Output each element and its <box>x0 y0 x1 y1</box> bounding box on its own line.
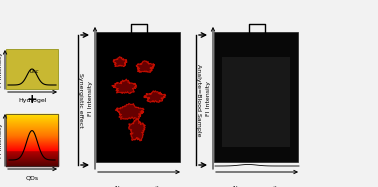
Text: FI Intensity: FI Intensity <box>0 122 3 157</box>
Text: FI Intensity: FI Intensity <box>88 80 93 116</box>
Bar <box>6 49 58 89</box>
Polygon shape <box>112 79 137 94</box>
Text: Hydrogel: Hydrogel <box>18 98 47 103</box>
Text: Unc: Unc <box>30 68 39 73</box>
Text: FI Intensity: FI Intensity <box>0 52 3 87</box>
Bar <box>222 57 290 147</box>
Bar <box>6 114 58 166</box>
Text: Nanocomposite
Hydrogel: Nanocomposite Hydrogel <box>115 186 164 187</box>
Polygon shape <box>113 57 127 67</box>
Polygon shape <box>129 119 145 141</box>
Text: QDs: QDs <box>26 175 39 180</box>
Text: Nanocomposite
Hydrogel: Nanocomposite Hydrogel <box>232 186 282 187</box>
Text: Synergistic effect: Synergistic effect <box>77 73 82 127</box>
Polygon shape <box>144 91 166 102</box>
Bar <box>214 32 298 162</box>
Text: FI Intensity: FI Intensity <box>206 80 211 116</box>
Polygon shape <box>136 61 155 72</box>
Text: Analyte=Blood Sample: Analyte=Blood Sample <box>195 64 200 136</box>
Polygon shape <box>115 104 144 119</box>
Bar <box>96 32 180 162</box>
Text: +: + <box>27 93 37 105</box>
